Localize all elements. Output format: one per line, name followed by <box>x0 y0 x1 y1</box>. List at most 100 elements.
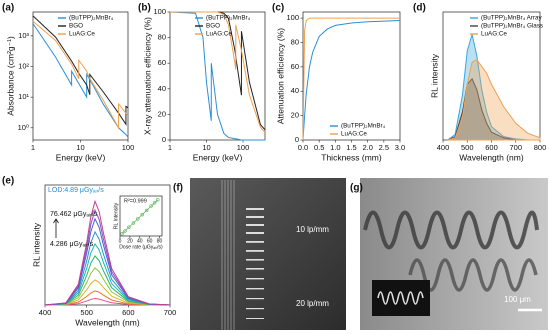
legend-label: (BuTPP)₂MnBr₄ Array <box>481 15 542 22</box>
annotation-arrow <box>53 218 59 238</box>
line <box>44 217 171 306</box>
x-tick-label: 400 <box>437 143 450 152</box>
line-pairs-bars <box>246 208 264 319</box>
plot-frame <box>302 11 401 141</box>
panel-label: (a) <box>2 3 14 14</box>
y-tick-label: 40 <box>291 86 299 95</box>
y-tick-label: 100 <box>153 7 166 16</box>
area <box>447 59 541 141</box>
x-tick-label: 0.5 <box>314 143 324 152</box>
x-tick-label: 2.0 <box>362 143 372 152</box>
y-tick-label: 0 <box>162 135 166 144</box>
image-f: 10 lp/mm 20 lp/mm (f) <box>173 178 346 330</box>
legend-label: LuAG:Ce <box>206 31 232 38</box>
x-tick-label: 60 <box>147 238 153 244</box>
scatter-point <box>131 221 136 225</box>
scatter-point <box>152 201 157 205</box>
legend-label: LuAG:Ce <box>69 31 95 38</box>
inset-spring <box>377 291 424 305</box>
annotation: 76.462 μGyₐᵢᵣ/s <box>50 211 98 218</box>
y-tick-label: 40 <box>158 84 166 93</box>
panel-label: (g) <box>350 183 363 194</box>
y-axis-label: Attenuation efficiency (%) <box>275 28 285 124</box>
plot-frame <box>44 184 171 306</box>
x-tick-label: 500 <box>80 308 93 317</box>
line <box>169 11 265 141</box>
x-tick-label: 1.0 <box>330 143 340 152</box>
x-tick-label: 1.5 <box>346 143 356 152</box>
x-tick-label: 600 <box>485 143 498 152</box>
image-text: 20 lp/mm <box>296 299 329 308</box>
x-tick-label: 0.0 <box>298 143 308 152</box>
legend-label: LuAG:Ce <box>481 31 507 38</box>
x-tick-label: 10 <box>202 143 210 152</box>
x-tick-label: 500 <box>461 143 474 152</box>
line <box>302 17 400 141</box>
scatter-point <box>127 225 131 229</box>
y-tick-label: 10³ <box>18 31 29 40</box>
image-text: 10 lp/mm <box>296 225 329 234</box>
line <box>32 20 129 130</box>
chart: 1 10 100 10⁰ 10¹ 10² 10³ Energy (keV) Absorbance… <box>2 3 134 163</box>
x-tick-label: 80 <box>157 238 163 244</box>
x-tick-label: 100 <box>237 143 250 152</box>
scatter-point <box>136 217 140 221</box>
line <box>170 11 266 133</box>
scatter-point <box>120 232 124 236</box>
line <box>44 267 171 306</box>
panel-label: (e) <box>2 176 14 187</box>
panel-label: (b) <box>138 3 151 14</box>
x-tick-label: 800 <box>534 143 547 152</box>
x-axis-label: Wavelength (nm) <box>75 317 140 327</box>
line-pairs-vertical <box>221 180 235 330</box>
line <box>44 199 171 306</box>
line <box>32 15 129 126</box>
legend-label: LuAG:Ce <box>341 131 367 138</box>
annotation: LOD:4.89 μGyₐᵢᵣ/s <box>48 187 104 194</box>
x-tick-label: 100 <box>122 143 135 152</box>
line <box>44 208 171 306</box>
y-tick-label: 20 <box>291 111 299 120</box>
y-tick-label: 20 <box>158 109 166 118</box>
x-tick-label: 600 <box>122 308 135 317</box>
x-tick-label: 10 <box>76 143 84 152</box>
spring <box>363 210 539 250</box>
line <box>44 290 171 306</box>
scale-bar-label: 100 μm <box>504 295 531 304</box>
y-tick-label: 80 <box>291 37 299 46</box>
x-tick-label: 2.5 <box>379 143 389 152</box>
panel-label: (c) <box>272 3 284 14</box>
line <box>44 255 171 306</box>
legend-label: (BuTPP)₂MnBr₄ <box>341 123 386 130</box>
y-axis-label: X-ray attenuation efficiency (%) <box>142 17 152 135</box>
x-tick-label: 700 <box>509 143 522 152</box>
line <box>44 242 171 306</box>
x-tick-label: 700 <box>164 308 177 317</box>
y-tick-label: 100 <box>286 13 299 22</box>
x-tick-label: 1 <box>31 143 35 152</box>
legend-label: (BuTPP)₂MnBr₄ <box>69 15 114 22</box>
x-axis-label: Energy (keV) <box>56 152 106 162</box>
x-tick-label: 1 <box>168 143 172 152</box>
x-tick-label: 40 <box>137 238 143 244</box>
annotation: R²=0.999 <box>124 198 147 204</box>
chart: 400 500 600 700 800 Wavelength (nm) RL intensi… <box>413 3 546 163</box>
y-axis-label: RL Intensity <box>113 202 119 229</box>
x-tick-label: 20 <box>127 238 133 244</box>
x-axis-label: Thickness (mm) <box>321 152 382 162</box>
scatter-point <box>144 208 149 213</box>
legend-label: BGO <box>69 23 83 30</box>
y-tick-label: 10⁰ <box>18 123 29 132</box>
line <box>302 20 401 141</box>
y-axis-label: RL intensity <box>429 53 439 98</box>
image-background <box>190 178 346 330</box>
scatter-point <box>123 229 127 233</box>
spring <box>408 258 538 292</box>
annotation: 4.286 μGyₐᵢᵣ/s <box>50 241 94 248</box>
legend-label: BGO <box>206 23 220 30</box>
legend-label: (BuTPP)₂MnBr₄ Glass <box>481 23 543 30</box>
